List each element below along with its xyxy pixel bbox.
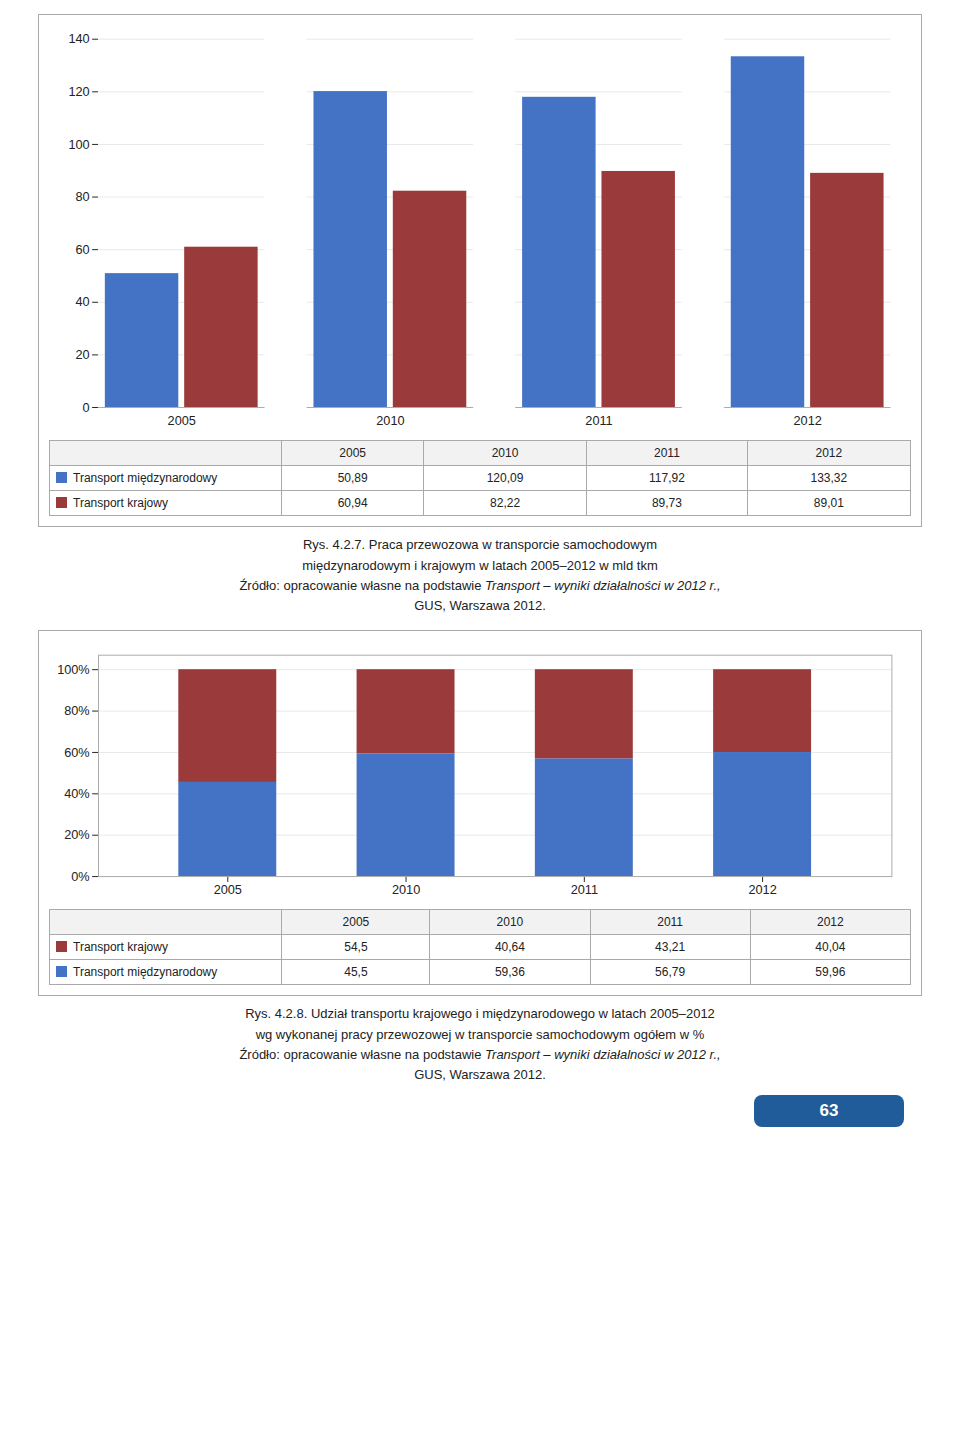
html-text:Transport międzynarodowy: Transport międzynarodowy: [73, 965, 218, 980]
svg-text:20: 20: [75, 347, 89, 362]
html-text:56,79: 56,79: [655, 965, 686, 980]
html-text:60,94: 60,94: [337, 496, 368, 511]
html-text:2005: 2005: [342, 915, 370, 930]
html-text:Rys. 4.2.7. Praca przewozowa w: Rys. 4.2.7. Praca przewozowa w transporc…: [303, 537, 657, 553]
svg-text:2011: 2011: [571, 882, 598, 897]
svg-text:2012: 2012: [748, 882, 776, 897]
html-text:Transport międzynarodowy: Transport międzynarodowy: [73, 471, 218, 486]
html-text:2012: 2012: [817, 915, 844, 930]
svg-text:40: 40: [75, 294, 89, 309]
svg-text:40%: 40%: [64, 786, 89, 801]
html-text:Źródło: opracowanie własne na: Źródło: opracowanie własne na podstawie …: [239, 1046, 721, 1062]
svg-text:2005: 2005: [214, 882, 242, 897]
svg-text:120: 120: [68, 84, 89, 99]
html-text:międzynarodowym i krajowym w l: międzynarodowym i krajowym w latach 2005…: [302, 557, 658, 573]
svg-text:80%: 80%: [64, 703, 89, 718]
html-text:50,89: 50,89: [337, 471, 368, 486]
html-text:GUS, Warszawa 2012.: GUS, Warszawa 2012.: [414, 1066, 546, 1082]
svg-text:0%: 0%: [71, 869, 89, 884]
html-text:2010: 2010: [491, 446, 519, 461]
svg-text:2010: 2010: [392, 882, 420, 897]
html-text:Rys. 4.2.8. Udział transportu: Rys. 4.2.8. Udział transportu krajowego …: [245, 1006, 715, 1022]
svg-text:80: 80: [75, 189, 89, 204]
html-text:2011: 2011: [654, 446, 680, 461]
html-text:Źródło: opracowanie własne na: Źródło: opracowanie własne na podstawie …: [239, 577, 721, 593]
svg-text:2010: 2010: [376, 413, 404, 428]
svg-text:100: 100: [68, 137, 89, 152]
html-text:Transport krajowy: Transport krajowy: [73, 496, 168, 511]
html-text:40,64: 40,64: [494, 940, 525, 955]
html-text:2011: 2011: [657, 915, 683, 930]
html-text:54,5: 54,5: [344, 940, 368, 955]
svg-text:60%: 60%: [64, 744, 89, 759]
html-text:GUS, Warszawa 2012.: GUS, Warszawa 2012.: [414, 597, 546, 613]
html-text:117,92: 117,92: [649, 471, 685, 486]
html-text:63: 63: [819, 1101, 839, 1120]
html-text:2010: 2010: [496, 915, 524, 930]
html-text:45,5: 45,5: [344, 965, 368, 980]
svg-text:100%: 100%: [57, 662, 90, 677]
html-text:2005: 2005: [339, 446, 366, 461]
svg-text:2012: 2012: [794, 413, 822, 428]
svg-text:20%: 20%: [64, 827, 89, 842]
html-text:82,22: 82,22: [490, 496, 521, 511]
svg-text:140: 140: [68, 31, 89, 46]
html-text:59,36: 59,36: [494, 965, 525, 980]
html-text:59,96: 59,96: [815, 965, 846, 980]
html-text:133,32: 133,32: [810, 471, 848, 486]
html-text:Transport krajowy: Transport krajowy: [73, 940, 168, 955]
html-text:89,73: 89,73: [651, 496, 682, 511]
html-text:43,21: 43,21: [655, 940, 686, 955]
svg-text:60: 60: [75, 242, 89, 257]
html-text:40,04: 40,04: [815, 940, 846, 955]
html-text:wg wykonanej pracy przewozowej: wg wykonanej pracy przewozowej w transpo…: [255, 1026, 705, 1042]
svg-text:0: 0: [83, 400, 90, 415]
svg-text:2011: 2011: [585, 413, 612, 428]
html-text:2012: 2012: [815, 446, 843, 461]
svg-text:2005: 2005: [168, 413, 196, 428]
html-text:120,09: 120,09: [486, 471, 524, 486]
html-text:89,01: 89,01: [813, 496, 844, 511]
